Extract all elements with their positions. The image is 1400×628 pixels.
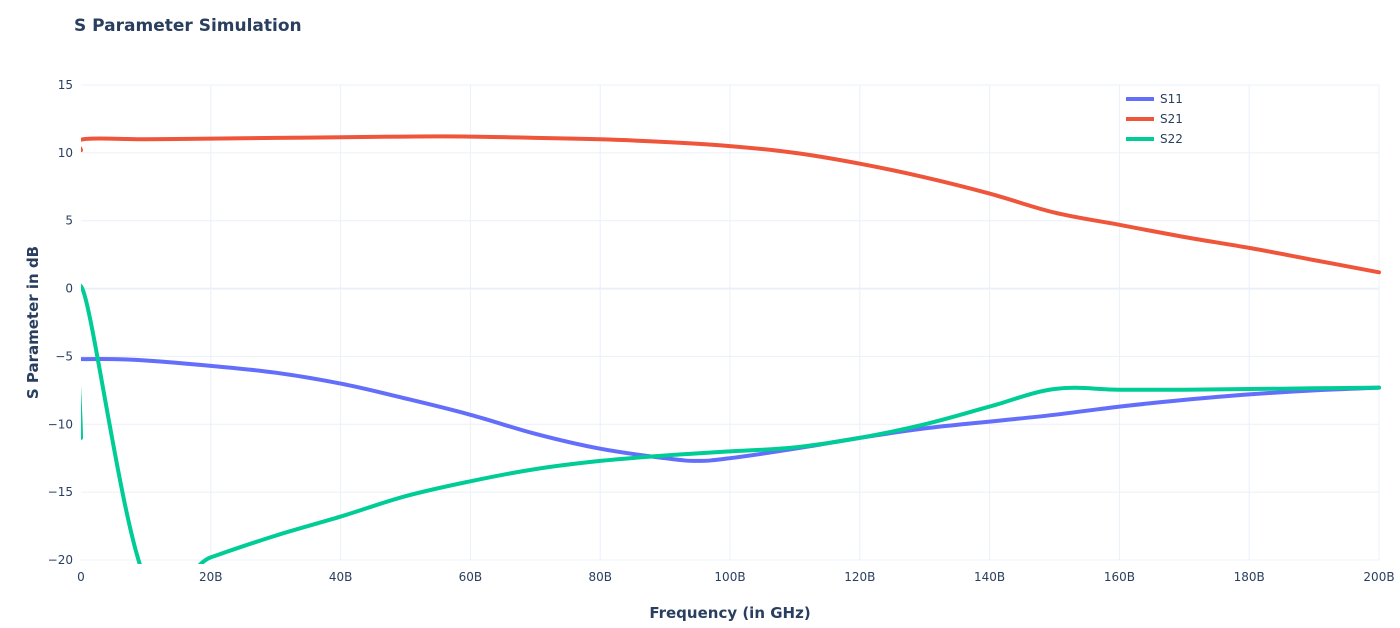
series-line-s11 (81, 357, 1381, 463)
legend-label: S21 (1160, 112, 1183, 126)
x-axis-ticks: 0 20B 40B 60B 80B 100B 120B 140B 160B 180B 200B (77, 570, 1394, 584)
x-tick-label: 40B (329, 570, 353, 584)
x-tick-label: 100B (714, 570, 745, 584)
y-tick-label: −5 (55, 349, 73, 363)
legend-label: S11 (1160, 92, 1183, 106)
series-lines (81, 134, 1381, 564)
x-tick-label: 200B (1363, 570, 1394, 584)
x-tick-label: 20B (199, 570, 223, 584)
x-tick-label: 80B (588, 570, 612, 584)
y-tick-label: 0 (65, 282, 73, 296)
legend-label: S22 (1160, 132, 1183, 146)
x-tick-label: 0 (77, 570, 85, 584)
grid (81, 84, 1380, 561)
y-tick-label: −20 (48, 553, 73, 567)
series-line-s22 (81, 283, 1381, 564)
x-tick-label: 140B (974, 570, 1005, 584)
x-tick-label: 160B (1104, 570, 1135, 584)
legend[interactable]: S11 S21 S22 (1126, 92, 1183, 146)
y-tick-label: −10 (48, 417, 73, 431)
x-axis-title: Frequency (in GHz) (649, 604, 810, 622)
legend-item-s11[interactable]: S11 (1126, 92, 1183, 106)
legend-item-s22[interactable]: S22 (1126, 132, 1183, 146)
y-tick-label: 5 (65, 214, 73, 228)
x-tick-label: 60B (459, 570, 483, 584)
y-tick-label: 10 (58, 146, 73, 160)
x-tick-label: 180B (1234, 570, 1265, 584)
y-tick-label: −15 (48, 485, 73, 499)
y-axis-ticks: −20 −15 −10 −5 0 5 10 15 (48, 78, 73, 567)
legend-item-s21[interactable]: S21 (1126, 112, 1183, 126)
series-line-s21 (81, 134, 1381, 275)
y-tick-label: 15 (58, 78, 73, 92)
y-axis-title: S Parameter in dB (24, 246, 42, 399)
x-tick-label: 120B (844, 570, 875, 584)
chart-title: S Parameter Simulation (74, 16, 302, 36)
